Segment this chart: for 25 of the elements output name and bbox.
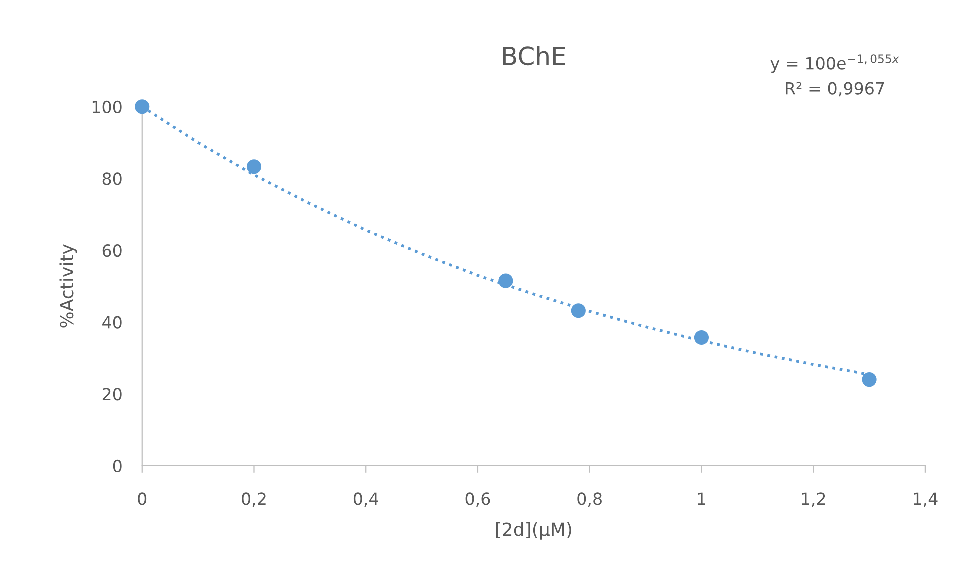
x-tick-label: 1,4 (914, 492, 938, 507)
x-tick-label: 0 (138, 492, 147, 506)
text: R² = 0,9967 (786, 82, 884, 97)
y-tick-label: 20 (102, 388, 122, 401)
y-tick-label: 80 (102, 172, 122, 186)
x-tick-label: 0,8 (578, 492, 602, 507)
text: y = 100e$^{−1,055x}$ (770, 54, 900, 74)
x-axis-title: [2d](µM) (496, 522, 572, 540)
x-tick-label: 1,2 (802, 492, 826, 507)
point (246, 160, 262, 174)
x-tick-label: 0,6 (466, 492, 490, 507)
x-tick-label: 1 (698, 492, 706, 506)
point (135, 100, 150, 114)
y-tick-label: 60 (102, 244, 122, 258)
x-tick-label: 0,4 (354, 492, 378, 507)
chart-title: BChE (503, 46, 566, 66)
x-tick-label: 0,2 (242, 492, 266, 507)
point (694, 330, 709, 346)
y-axis-title: %Activity (60, 244, 78, 328)
point (571, 304, 586, 318)
point (498, 274, 514, 288)
y-tick-label: 40 (102, 316, 122, 329)
y-tick-label: 0 (113, 460, 122, 473)
y-tick-label: 100 (92, 100, 122, 114)
point (862, 372, 877, 388)
